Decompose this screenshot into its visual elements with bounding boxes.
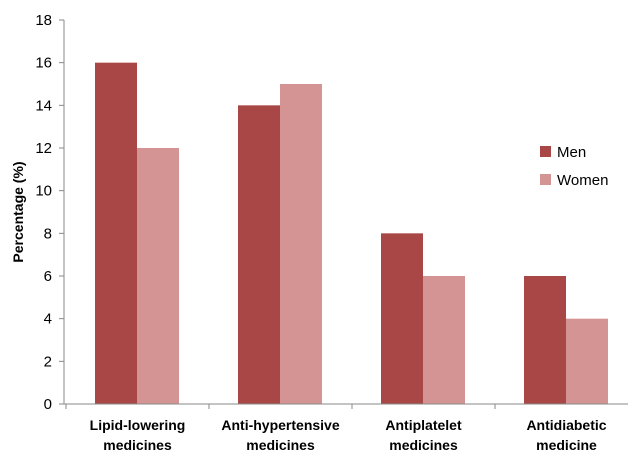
y-tick-label: 12 xyxy=(35,140,52,157)
x-category-label: Antiplatelet medicines xyxy=(385,417,462,453)
y-axis-ticks: 0 2 4 6 8 10 12 14 16 18 xyxy=(35,12,496,413)
y-tick-label: 2 xyxy=(44,353,52,370)
bars-group xyxy=(95,62,608,405)
legend-label-women: Women xyxy=(557,172,608,189)
y-tick-label: 0 xyxy=(44,396,52,413)
bar-women-3 xyxy=(566,318,608,404)
bar-women-2 xyxy=(423,276,465,404)
y-tick-label: 16 xyxy=(35,55,52,72)
y-axis-title: Percentage (%) xyxy=(10,161,26,262)
legend-swatch-women xyxy=(540,174,551,185)
y-tick-label: 18 xyxy=(35,12,52,29)
bar-men-1 xyxy=(238,105,280,404)
bar-men-3 xyxy=(524,276,566,404)
x-axis-labels: Lipid-lowering medicines Anti-hypertensive… xyxy=(90,417,607,453)
bar-men-0 xyxy=(95,62,137,405)
y-tick-label: 4 xyxy=(44,311,52,328)
bar-men-2 xyxy=(381,233,423,404)
legend: Men Women xyxy=(540,144,608,189)
bar-women-1 xyxy=(280,84,322,404)
legend-label-men: Men xyxy=(557,144,586,161)
legend-swatch-men xyxy=(540,146,551,157)
bar-women-0 xyxy=(137,148,179,404)
x-category-label: Anti-hypertensive medicines xyxy=(221,417,339,453)
y-tick-label: 6 xyxy=(44,268,52,285)
y-tick-label: 10 xyxy=(35,183,52,200)
x-category-label: Antidiabetic medicine xyxy=(526,417,606,453)
y-tick-label: 8 xyxy=(44,225,52,242)
x-category-label: Lipid-lowering medicines xyxy=(90,417,186,453)
y-tick-label: 14 xyxy=(35,97,52,114)
